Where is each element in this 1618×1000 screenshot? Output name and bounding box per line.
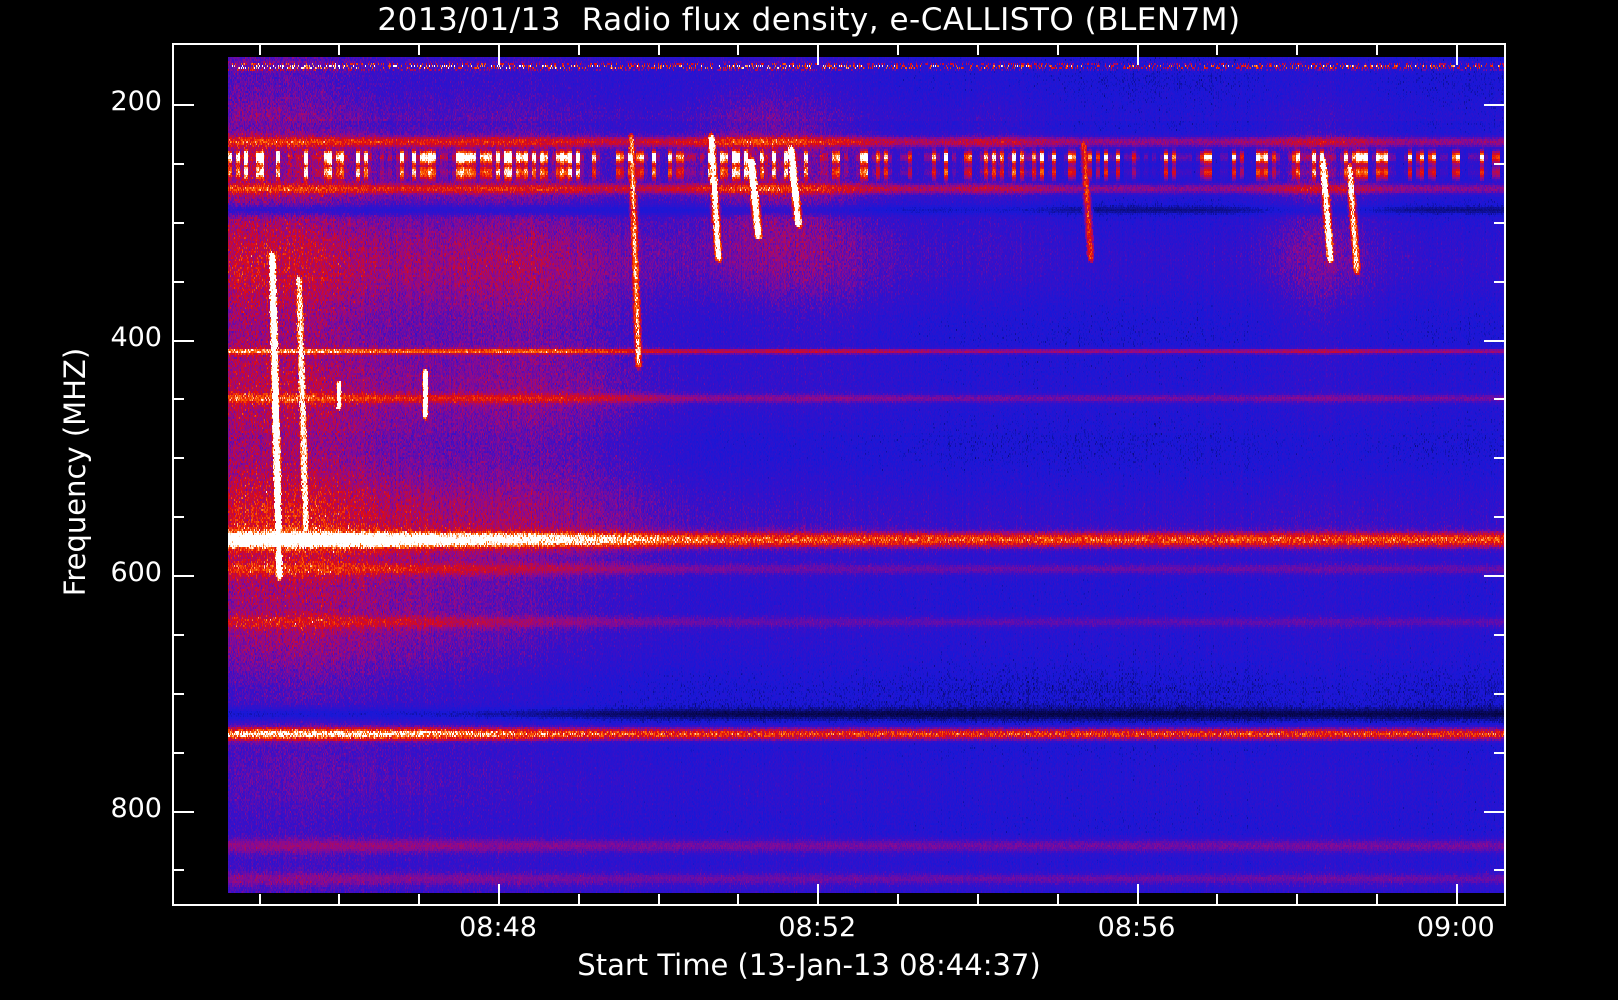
x-tick-minor-3480 [1296, 894, 1298, 906]
x-tick-minor-top-3480 [1296, 43, 1298, 55]
x-tick-minor-top-3180 [897, 43, 899, 55]
y-tick-label-200: 200 [110, 86, 162, 118]
x-tick-minor-top-2820 [418, 43, 420, 55]
y-tick-label-400: 400 [110, 321, 162, 353]
y-tick-minor-right-700 [1494, 693, 1506, 695]
x-tick-minor-3180 [897, 894, 899, 906]
y-tick-minor-300 [172, 222, 184, 224]
y-tick-minor-350 [172, 281, 184, 283]
x-tick-minor-top-2760 [338, 43, 340, 55]
y-tick-minor-450 [172, 398, 184, 400]
y-tick-label-800: 800 [110, 792, 162, 824]
y-tick-minor-650 [172, 634, 184, 636]
x-tick-major-3600 [1456, 884, 1458, 906]
y-tick-minor-500 [172, 457, 184, 459]
x-tick-minor-top-3000 [658, 43, 660, 55]
x-tick-minor-2940 [578, 894, 580, 906]
x-tick-minor-3540 [1376, 894, 1378, 906]
x-tick-label-0852: 08:52 [778, 912, 857, 943]
x-tick-major-top-3600 [1456, 43, 1458, 65]
x-tick-minor-3240 [977, 894, 979, 906]
x-tick-minor-3060 [737, 894, 739, 906]
y-tick-minor-550 [172, 516, 184, 518]
x-tick-minor-top-3420 [1216, 43, 1218, 55]
y-tick-major-right-600 [1484, 575, 1506, 577]
y-tick-minor-700 [172, 693, 184, 695]
y-tick-minor-right-750 [1494, 752, 1506, 754]
x-tick-minor-2820 [418, 894, 420, 906]
x-tick-minor-top-2700 [259, 43, 261, 55]
x-tick-minor-top-3060 [737, 43, 739, 55]
x-tick-label-0900: 09:00 [1416, 912, 1495, 943]
x-tick-minor-top-3300 [1057, 43, 1059, 55]
y-tick-minor-850 [172, 869, 184, 871]
x-tick-major-3120 [817, 884, 819, 906]
x-tick-major-top-3120 [817, 43, 819, 65]
x-tick-minor-3300 [1057, 894, 1059, 906]
x-tick-minor-3420 [1216, 894, 1218, 906]
y-tick-major-400 [172, 340, 194, 342]
y-tick-major-right-200 [1484, 104, 1506, 106]
page-title: 2013/01/13 Radio flux density, e-CALLIST… [377, 2, 1241, 38]
x-tick-minor-top-3540 [1376, 43, 1378, 55]
x-tick-minor-top-2940 [578, 43, 580, 55]
y-tick-minor-right-850 [1494, 869, 1506, 871]
x-tick-major-top-3360 [1137, 43, 1139, 65]
y-tick-major-right-400 [1484, 340, 1506, 342]
x-tick-minor-top-3240 [977, 43, 979, 55]
y-tick-major-800 [172, 811, 194, 813]
x-tick-minor-2760 [338, 894, 340, 906]
y-tick-minor-250 [172, 163, 184, 165]
y-tick-minor-right-250 [1494, 163, 1506, 165]
y-tick-minor-right-550 [1494, 516, 1506, 518]
y-tick-minor-right-300 [1494, 222, 1506, 224]
y-tick-major-600 [172, 575, 194, 577]
x-tick-major-2880 [498, 884, 500, 906]
x-axis-title: Start Time (13-Jan-13 08:44:37) [577, 948, 1041, 982]
x-tick-major-3360 [1137, 884, 1139, 906]
y-tick-major-right-800 [1484, 811, 1506, 813]
x-tick-label-0856: 08:56 [1097, 912, 1176, 943]
plot-frame [172, 43, 1506, 906]
y-tick-minor-750 [172, 752, 184, 754]
x-tick-label-0848: 08:48 [459, 912, 537, 943]
y-tick-minor-right-650 [1494, 634, 1506, 636]
y-tick-label-600: 600 [110, 557, 162, 589]
spectrogram-image [228, 57, 1505, 893]
y-tick-major-200 [172, 104, 194, 106]
y-tick-minor-right-350 [1494, 281, 1506, 283]
x-tick-minor-2700 [259, 894, 261, 906]
y-axis-title: Frequency (MHZ) [58, 347, 92, 597]
x-tick-major-top-2880 [498, 43, 500, 65]
y-tick-minor-right-450 [1494, 398, 1506, 400]
x-tick-minor-3000 [658, 894, 660, 906]
y-tick-minor-right-500 [1494, 457, 1506, 459]
